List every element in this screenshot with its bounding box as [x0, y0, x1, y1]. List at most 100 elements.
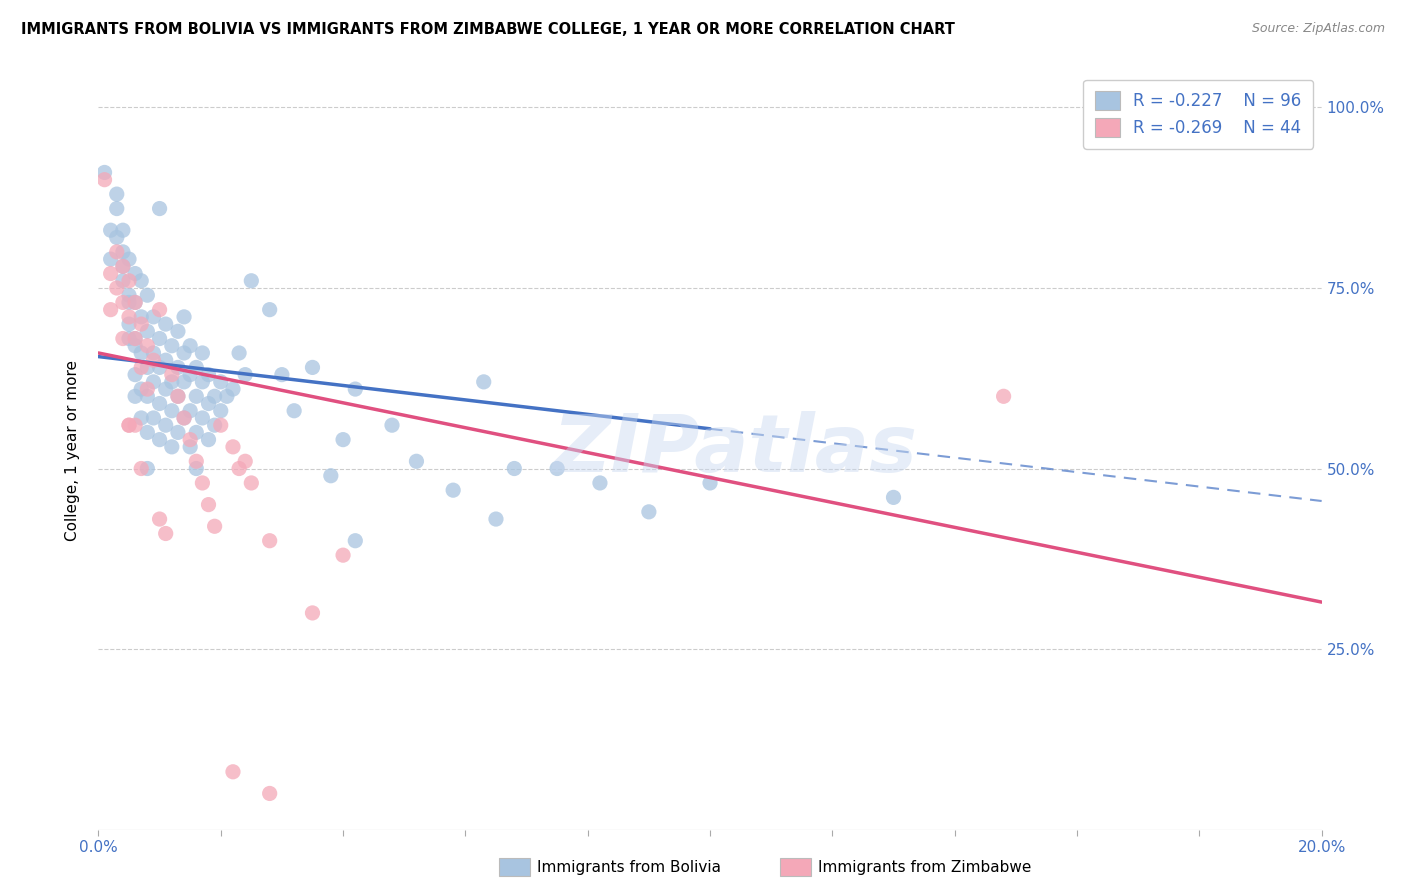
Point [186, 389, 208, 403]
Point [129, 382, 152, 396]
Point [160, 368, 183, 382]
Point [173, 411, 195, 425]
Point [142, 353, 165, 368]
Point [155, 418, 177, 433]
Point [100, 267, 122, 281]
Point [160, 375, 183, 389]
Point [149, 202, 172, 216]
Point [118, 332, 141, 346]
Point [186, 425, 208, 440]
Point [105, 230, 128, 244]
Point [105, 244, 128, 259]
Point [142, 346, 165, 360]
Point [167, 360, 190, 375]
Point [129, 317, 152, 331]
Point [209, 418, 232, 433]
Point [179, 433, 201, 447]
Point [173, 411, 195, 425]
Point [332, 548, 354, 562]
Point [105, 281, 128, 295]
Point [167, 389, 190, 403]
Point [118, 274, 141, 288]
Point [129, 346, 152, 360]
Point [197, 368, 219, 382]
Point [319, 468, 342, 483]
Point [240, 475, 263, 490]
Point [167, 389, 190, 403]
Point [149, 512, 172, 526]
Point [259, 533, 281, 548]
Point [111, 260, 134, 274]
Point [111, 274, 134, 288]
Point [186, 461, 208, 475]
Point [179, 339, 201, 353]
Point [173, 310, 195, 324]
Point [191, 346, 214, 360]
Point [100, 252, 122, 266]
Point [118, 295, 141, 310]
Point [233, 454, 256, 468]
Point [197, 396, 219, 410]
Point [381, 418, 404, 433]
Point [155, 317, 177, 331]
Point [228, 461, 250, 475]
Legend: R = -0.227    N = 96, R = -0.269    N = 44: R = -0.227 N = 96, R = -0.269 N = 44 [1084, 79, 1313, 149]
Point [215, 389, 238, 403]
Point [197, 498, 219, 512]
Point [149, 302, 172, 317]
Text: IMMIGRANTS FROM BOLIVIA VS IMMIGRANTS FROM ZIMBABWE COLLEGE, 1 YEAR OR MORE CORR: IMMIGRANTS FROM BOLIVIA VS IMMIGRANTS FR… [21, 22, 955, 37]
Point [111, 332, 134, 346]
Point [191, 475, 214, 490]
Point [136, 324, 159, 338]
Point [155, 382, 177, 396]
Point [503, 461, 526, 475]
Point [589, 475, 612, 490]
Point [129, 461, 152, 475]
Text: ZIPatlas: ZIPatlas [553, 411, 917, 490]
Point [883, 491, 905, 505]
Point [204, 519, 226, 533]
Point [118, 418, 141, 433]
Point [191, 375, 214, 389]
Point [142, 310, 165, 324]
Point [179, 368, 201, 382]
Point [222, 764, 245, 779]
Point [173, 346, 195, 360]
Point [149, 332, 172, 346]
Point [149, 396, 172, 410]
Point [160, 440, 183, 454]
Text: Source: ZipAtlas.com: Source: ZipAtlas.com [1251, 22, 1385, 36]
Point [124, 389, 146, 403]
Point [167, 425, 190, 440]
Point [118, 418, 141, 433]
Point [993, 389, 1015, 403]
Point [209, 403, 232, 417]
Point [472, 375, 495, 389]
Point [118, 288, 141, 302]
Point [136, 461, 159, 475]
Point [546, 461, 568, 475]
Point [124, 332, 146, 346]
Point [173, 375, 195, 389]
Point [129, 310, 152, 324]
Point [179, 403, 201, 417]
Point [136, 339, 159, 353]
Y-axis label: College, 1 year or more: College, 1 year or more [65, 360, 80, 541]
Point [142, 411, 165, 425]
Point [332, 433, 354, 447]
Point [222, 440, 245, 454]
Point [179, 440, 201, 454]
Point [118, 317, 141, 331]
Point [259, 302, 281, 317]
Point [149, 360, 172, 375]
Point [204, 389, 226, 403]
Point [191, 411, 214, 425]
Point [204, 418, 226, 433]
Point [228, 346, 250, 360]
Point [105, 187, 128, 202]
Point [186, 454, 208, 468]
Point [93, 172, 115, 186]
Text: Immigrants from Zimbabwe: Immigrants from Zimbabwe [818, 860, 1032, 874]
Point [186, 360, 208, 375]
Point [209, 375, 232, 389]
